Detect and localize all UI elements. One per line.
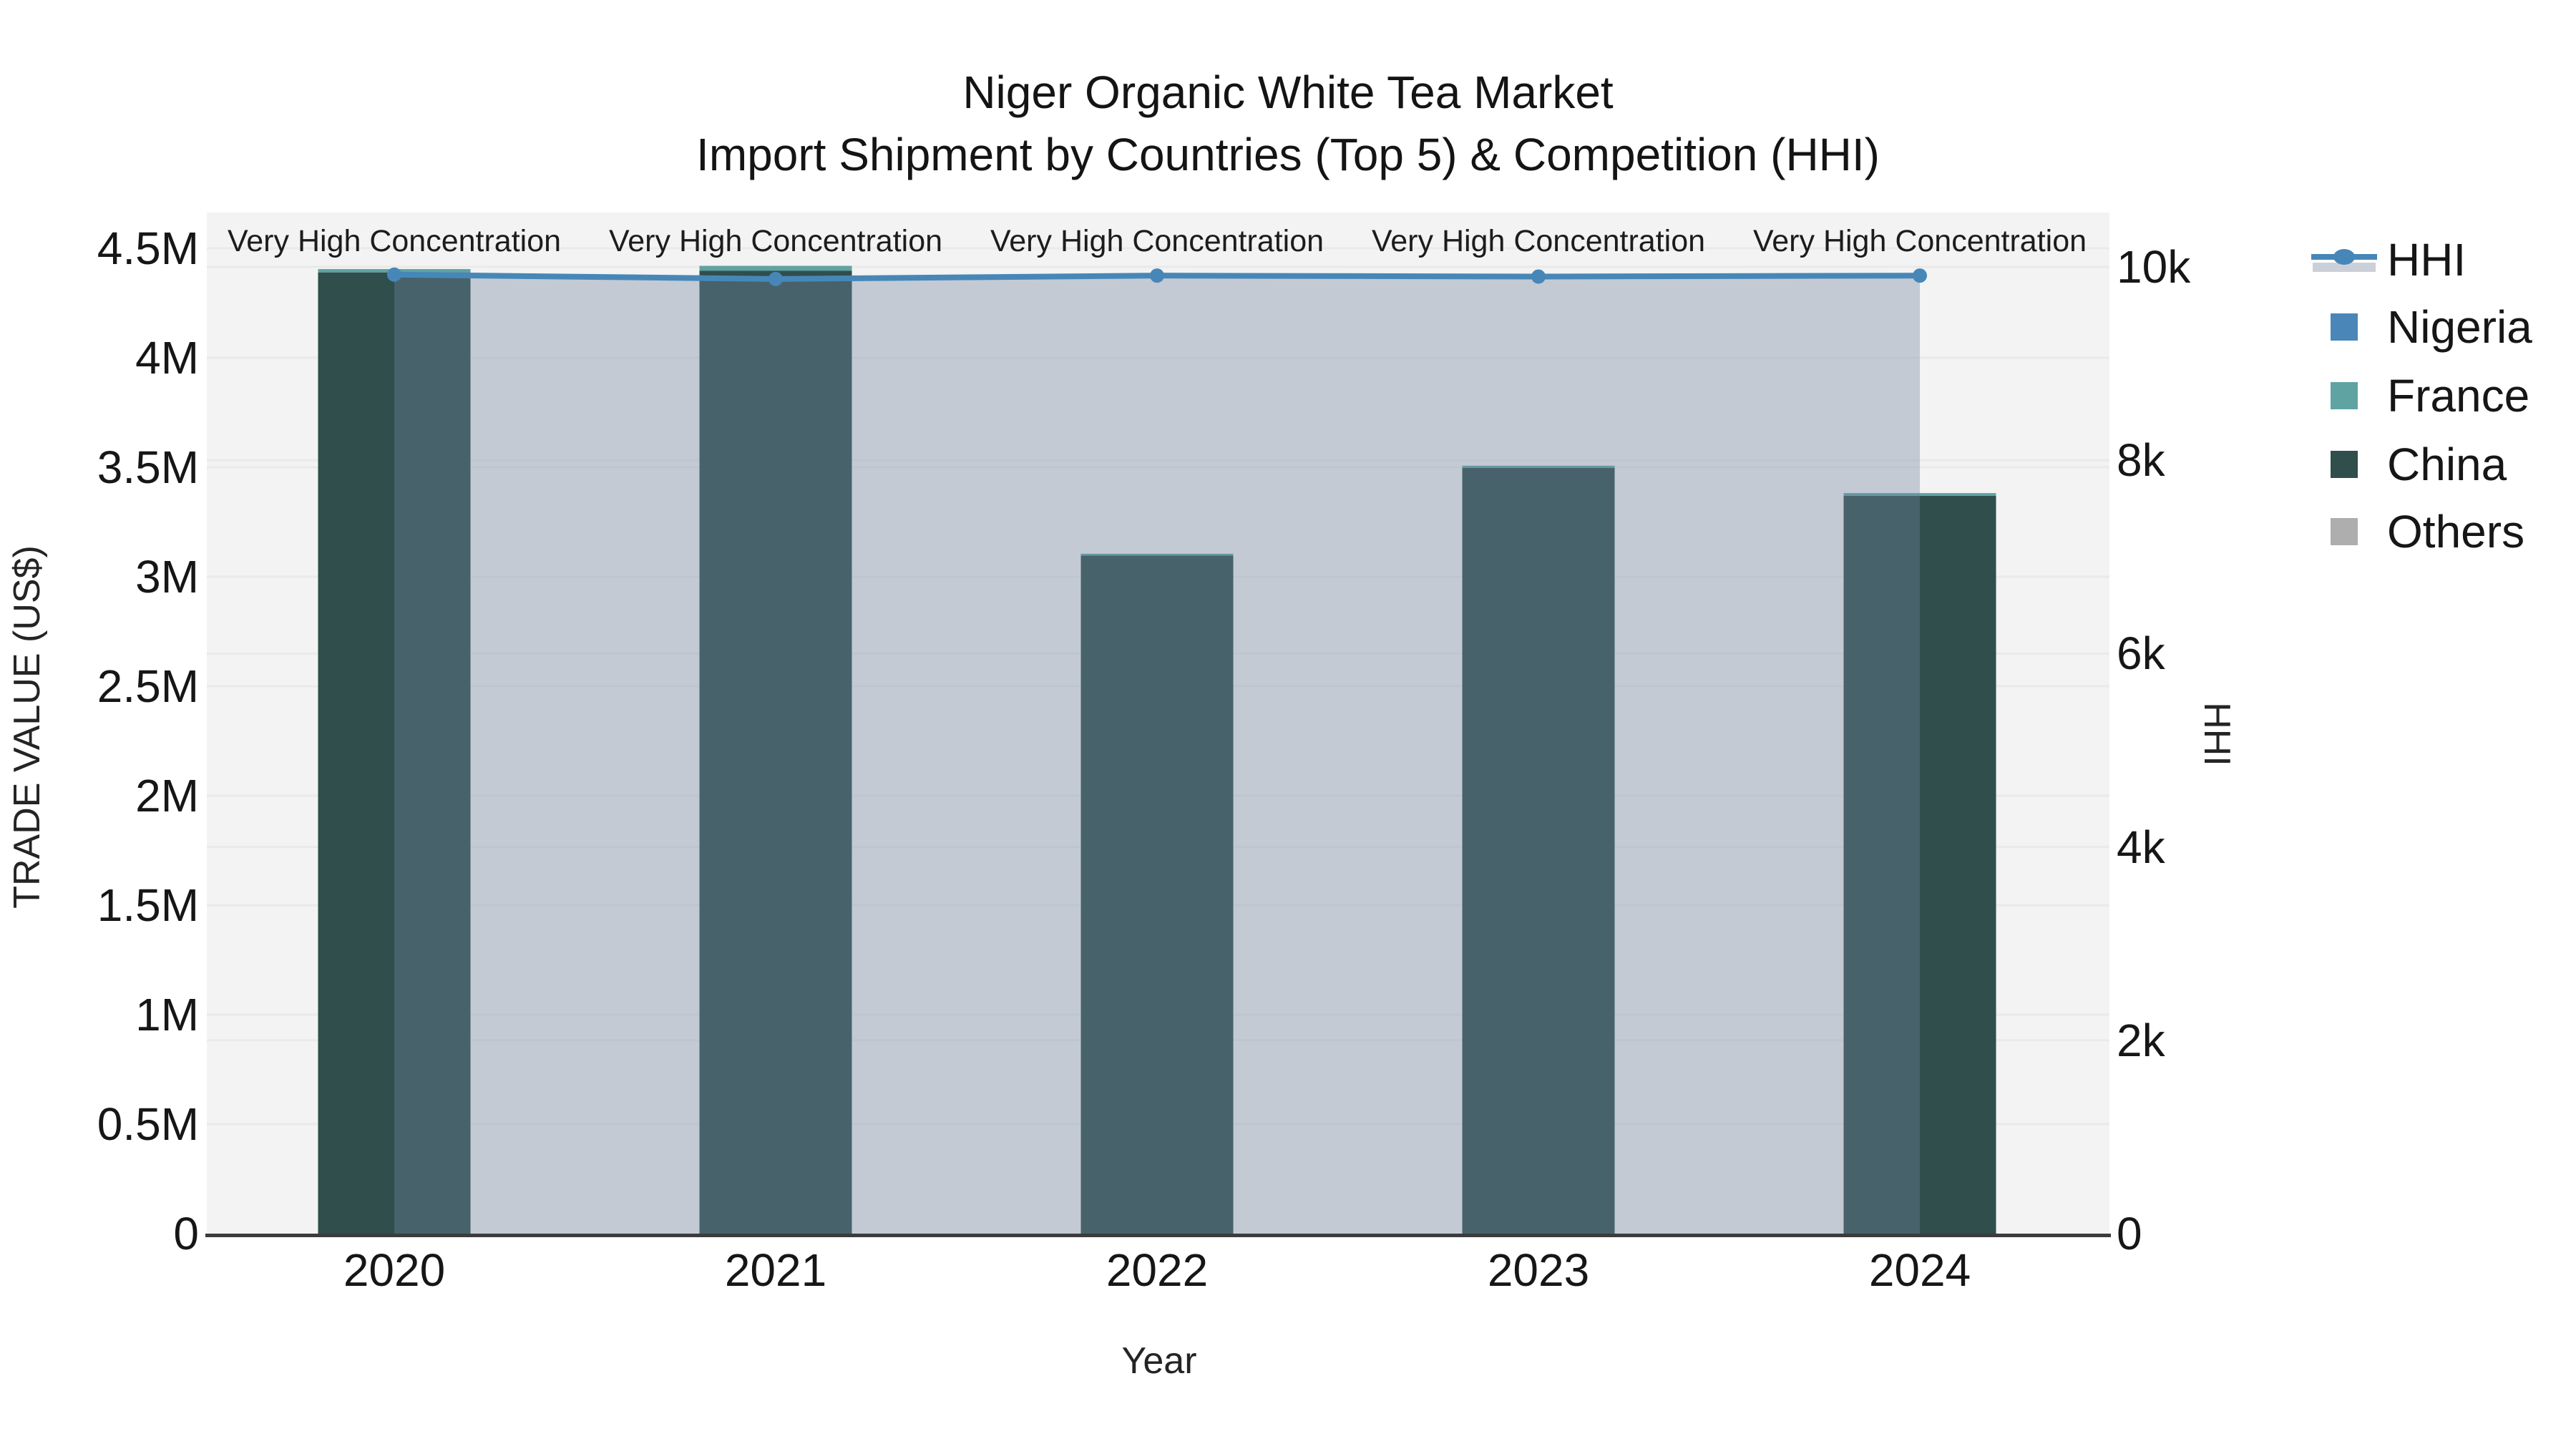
legend-label-hhi: HHI (2387, 234, 2467, 286)
legend-swatch-hhi-line-icon (2311, 244, 2377, 275)
right-axis-tick-label: 10k (2117, 241, 2191, 293)
x-axis-tick-label: 2023 (1487, 1244, 1590, 1296)
left-axis-tick-label: 2.5M (97, 660, 199, 712)
bar-china-2020 (318, 272, 471, 1234)
right-axis-tick-label: 2k (2117, 1014, 2165, 1066)
x-axis-tick-label: 2021 (724, 1244, 827, 1296)
annotation-2022: Very High Concentration (990, 224, 1324, 258)
hhi-marker-2021 (769, 271, 783, 286)
bar-france-2024 (1843, 493, 1996, 496)
legend-item-hhi[interactable]: HHI (2311, 233, 2466, 287)
right-axis-tick-label: 4k (2117, 821, 2165, 873)
hhi-marker-2022 (1150, 268, 1164, 283)
legend-item-france[interactable]: France (2311, 369, 2529, 423)
left-axis-tick-label: 0.5M (97, 1098, 199, 1150)
x-axis-tick-label: 2020 (343, 1244, 446, 1296)
bar-france-2021 (699, 265, 852, 271)
bar-china-2021 (699, 270, 852, 1234)
chart-subtitle: Import Shipment by Countries (Top 5) & C… (696, 129, 1880, 180)
chart-title: Niger Organic White Tea Market (962, 67, 1614, 118)
legend-swatch-china-icon (2311, 451, 2377, 478)
left-axis-tick-label: 3.5M (97, 441, 199, 493)
legend-item-others[interactable]: Others (2311, 504, 2524, 559)
legend-swatch-nigeria-icon (2311, 313, 2377, 341)
left-axis-tick-label: 3M (135, 551, 199, 602)
left-axis-tick-label: 1.5M (97, 879, 199, 931)
annotation-2023: Very High Concentration (1371, 224, 1706, 258)
legend-swatch-others-icon (2311, 518, 2377, 545)
x-axis-title: Year (1121, 1340, 1197, 1382)
left-axis-tick-label: 1M (135, 989, 199, 1040)
annotation-2020: Very High Concentration (227, 224, 562, 258)
right-axis-tick-label: 0 (2117, 1208, 2142, 1259)
x-axis-tick-label: 2024 (1868, 1244, 1971, 1296)
annotation-2024: Very High Concentration (1752, 224, 2087, 258)
annotation-2021: Very High Concentration (608, 224, 943, 258)
y-axis-title-right: HHI (2196, 702, 2238, 766)
bar-china-2023 (1462, 467, 1615, 1234)
legend-label-france: France (2387, 370, 2530, 421)
right-axis-tick-label: 8k (2117, 434, 2165, 487)
hhi-marker-2020 (387, 267, 401, 282)
left-axis-tick-label: 2M (135, 770, 199, 821)
legend-item-china[interactable]: China (2311, 437, 2507, 492)
hhi-area-fill (394, 274, 1920, 1234)
right-axis-tick-label: 6k (2117, 628, 2165, 680)
legend-swatch-france-icon (2311, 382, 2377, 409)
x-axis-line (205, 1234, 2111, 1237)
legend-item-nigeria[interactable]: Nigeria (2311, 300, 2532, 354)
legend-label-nigeria: Nigeria (2387, 301, 2532, 353)
left-axis-tick-label: 4.5M (97, 223, 199, 274)
bar-china-2024 (1843, 495, 1996, 1234)
hhi-marker-2023 (1531, 269, 1546, 284)
legend-label-others: Others (2387, 506, 2525, 557)
left-axis-tick-label: 4M (135, 332, 199, 384)
legend-label-china: China (2387, 439, 2507, 490)
x-axis-tick-label: 2022 (1106, 1244, 1209, 1296)
hhi-marker-2024 (1913, 268, 1927, 283)
bar-france-2023 (1462, 465, 1615, 468)
bar-china-2022 (1080, 555, 1234, 1234)
left-axis-tick-label: 0 (173, 1208, 199, 1259)
bar-france-2022 (1080, 553, 1234, 556)
